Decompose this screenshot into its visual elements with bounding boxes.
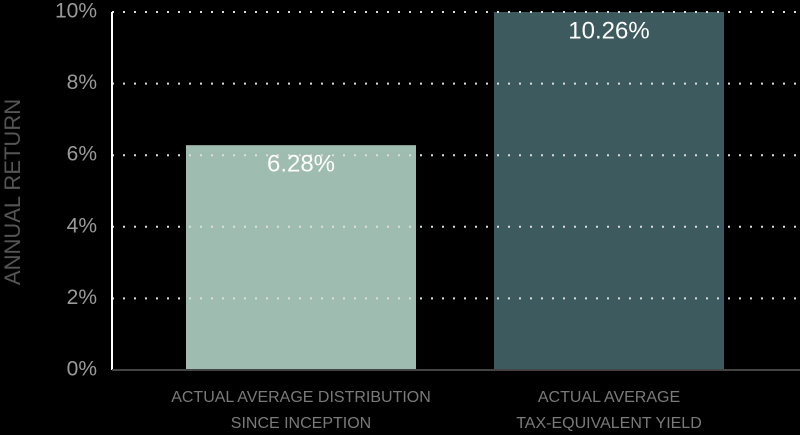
y-tick-label: 2%	[67, 286, 97, 309]
value-label: 6.28%	[267, 151, 335, 178]
bar	[186, 145, 416, 370]
value-label: 10.26%	[568, 17, 649, 44]
y-axis-label: ANNUAL RETURN	[0, 99, 25, 285]
y-tick-label: 6%	[67, 143, 97, 166]
bar	[494, 12, 724, 370]
y-tick-label: 8%	[67, 71, 97, 94]
y-tick-label: 10%	[55, 0, 97, 23]
x-tick-label: ACTUAL AVERAGE DISTRIBUTION	[171, 389, 431, 406]
y-tick-label: 4%	[67, 214, 97, 237]
y-tick-label: 0%	[67, 358, 97, 381]
x-tick-label: SINCE INCEPTION	[231, 415, 371, 432]
x-tick-label: ACTUAL AVERAGE	[538, 389, 680, 406]
x-tick-label: TAX-EQUIVALENT YIELD	[516, 415, 702, 432]
